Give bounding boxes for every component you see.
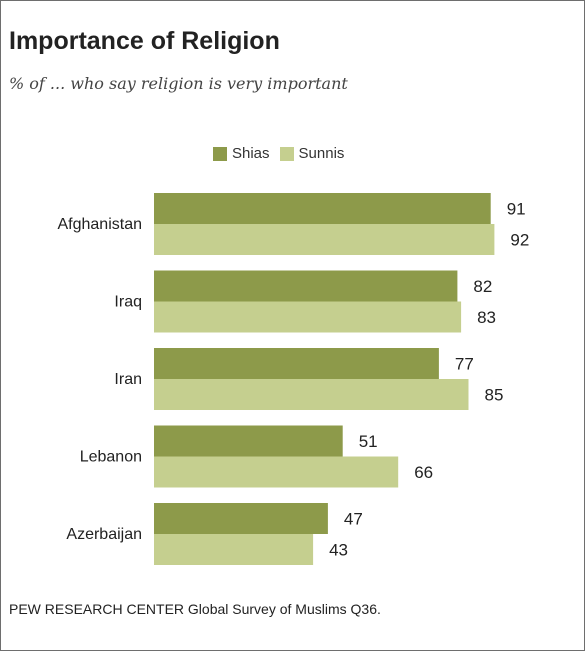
legend-label-sunnis: Sunnis: [298, 145, 345, 162]
legend-item-sunnis: Sunnis: [279, 145, 345, 162]
value-label-shias-lebanon: 51: [359, 432, 378, 451]
category-label-lebanon: Lebanon: [80, 449, 142, 466]
category-label-afghanistan: Afghanistan: [57, 216, 142, 233]
bar-sunnis-lebanon: [154, 456, 399, 488]
bar-shias-lebanon: [154, 425, 343, 457]
bar-sunnis-afghanistan: [154, 224, 495, 255]
legend-label-shias: Shias: [232, 145, 270, 162]
legend: Shias Sunnis: [213, 145, 354, 162]
value-label-shias-azerbaijan: 47: [344, 510, 363, 529]
value-label-shias-iran: 77: [455, 355, 474, 374]
value-label-sunnis-iran: 85: [485, 386, 504, 405]
bar-sunnis-iraq: [154, 301, 462, 333]
value-label-sunnis-azerbaijan: 43: [329, 541, 348, 560]
chart-subtitle: % of ... who say religion is very import…: [9, 74, 348, 93]
bar-shias-azerbaijan: [154, 503, 328, 534]
category-label-azerbaijan: Azerbaijan: [66, 526, 142, 543]
bar-sunnis-azerbaijan: [154, 534, 314, 565]
bar-sunnis-iran: [154, 379, 469, 410]
bar-shias-afghanistan: [154, 193, 491, 224]
bar-shias-iraq: [154, 270, 458, 302]
value-label-sunnis-lebanon: 66: [414, 463, 433, 482]
category-label-iraq: Iraq: [114, 294, 142, 311]
value-label-shias-iraq: 82: [473, 277, 492, 296]
value-label-sunnis-afghanistan: 92: [510, 231, 529, 250]
chart-title: Importance of Religion: [9, 27, 280, 55]
category-label-iran: Iran: [114, 371, 142, 388]
legend-swatch-shias: [213, 146, 227, 161]
value-label-sunnis-iraq: 83: [477, 308, 496, 327]
source-note: PEW RESEARCH CENTER Global Survey of Mus…: [9, 601, 381, 617]
bar-shias-iran: [154, 348, 439, 379]
value-label-shias-afghanistan: 91: [507, 200, 526, 219]
legend-swatch-sunnis: [279, 146, 294, 161]
legend-item-shias: Shias: [213, 145, 270, 162]
